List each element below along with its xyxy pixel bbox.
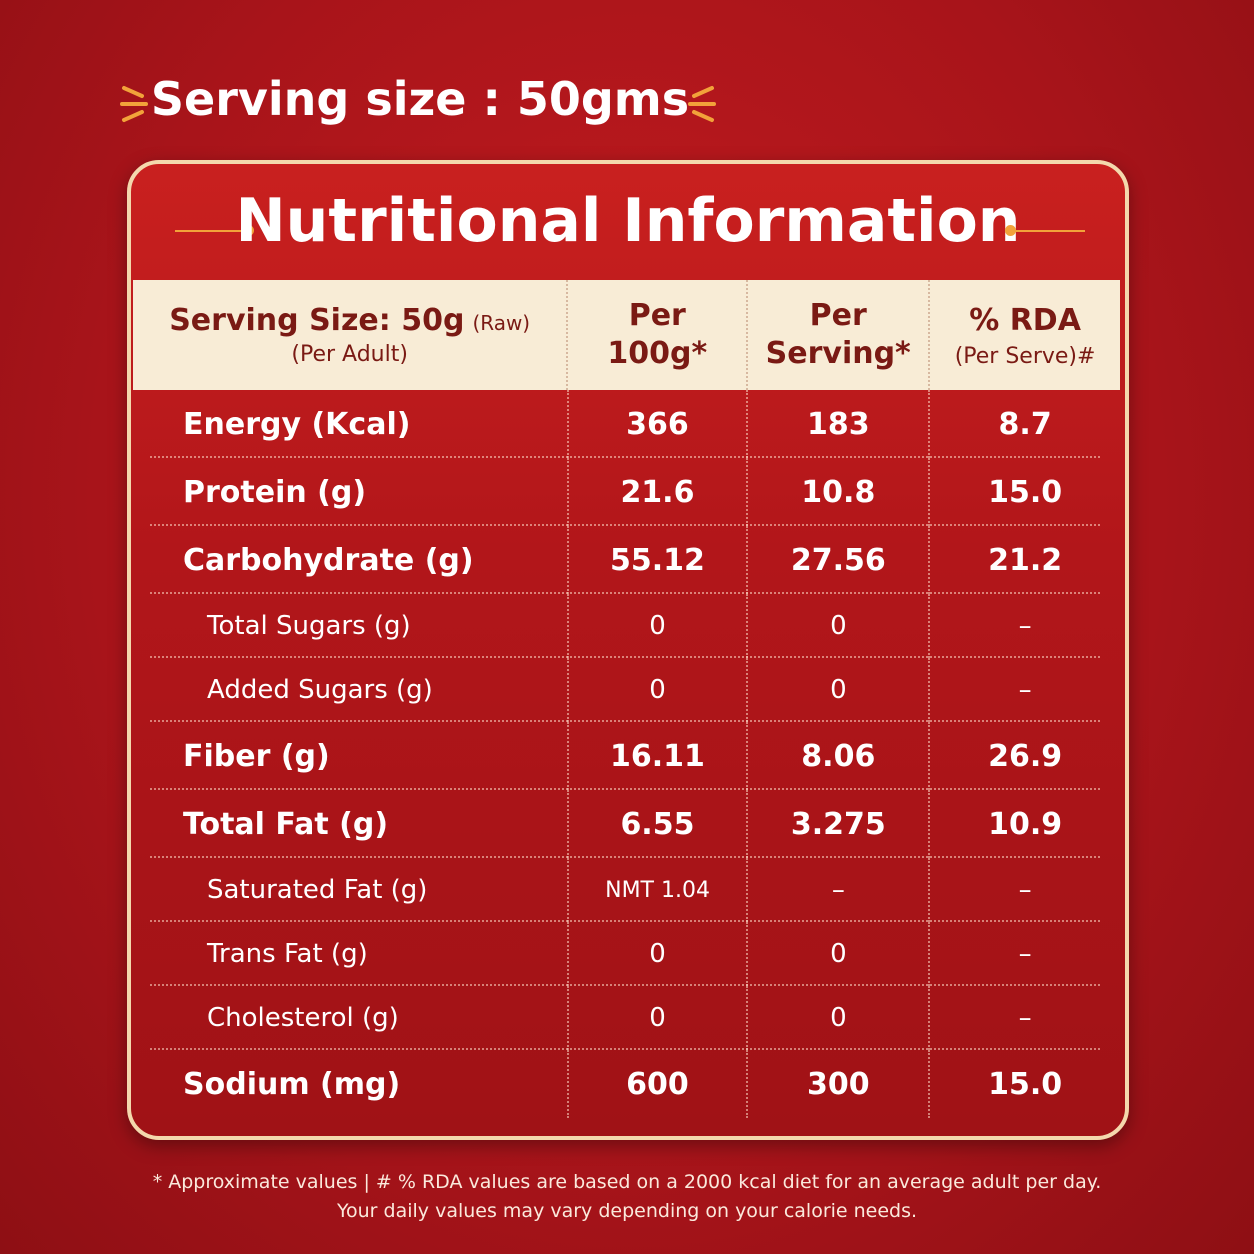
sparkle-left bbox=[120, 86, 148, 122]
header-line: % RDA bbox=[969, 302, 1081, 338]
table-cell: – bbox=[928, 858, 1120, 922]
footnote: * Approximate values | # % RDA values ar… bbox=[0, 1168, 1254, 1226]
footnote-line: * Approximate values | # % RDA values ar… bbox=[152, 1171, 1102, 1193]
header-line: Per bbox=[809, 298, 867, 333]
table-cell: 8.06 bbox=[746, 722, 928, 790]
header-line: Per bbox=[628, 298, 686, 333]
table-cell: Added Sugars (g) bbox=[207, 675, 433, 705]
table-cell: 0 bbox=[566, 922, 747, 986]
table-row: Protein (g) 21.6 10.8 15.0 bbox=[133, 458, 1120, 526]
table-row: Saturated Fat (g) NMT 1.04– – bbox=[133, 858, 1120, 922]
table-cell: 21.2 bbox=[928, 526, 1120, 594]
table-row: Carbohydrate (g) 55.12 27.56 21.2 bbox=[133, 526, 1120, 594]
table-cell: 300 bbox=[746, 1050, 928, 1118]
table-cell: – bbox=[928, 594, 1120, 658]
table-cell: 27.56 bbox=[746, 526, 928, 594]
table-cell: – bbox=[928, 922, 1120, 986]
table-cell: 55.12 bbox=[566, 526, 747, 594]
nutrition-table: Serving Size: 50g (Raw) (Per Adult) Per 100g… bbox=[133, 280, 1120, 1118]
table-cell: Total Sugars (g) bbox=[207, 611, 411, 641]
table-cell: 16.11 bbox=[566, 722, 747, 790]
header-note: (Raw) bbox=[472, 311, 531, 335]
table-cell: 3.275 bbox=[746, 790, 928, 858]
header-cell: Serving Size: 50g (Raw) (Per Adult) bbox=[133, 280, 566, 390]
header-line: Serving Size: 50g (Raw) bbox=[169, 303, 530, 338]
table-cell: – bbox=[746, 858, 928, 922]
header-cell: Per Serving* bbox=[746, 280, 928, 390]
table-cell: 183 bbox=[746, 390, 928, 458]
serving-title: Serving size : 50gms bbox=[150, 72, 690, 126]
table-cell: 0 bbox=[746, 986, 928, 1050]
table-cell: Trans Fat (g) bbox=[207, 939, 368, 969]
table-row: Sodium (mg) 600 300 15.0 bbox=[133, 1050, 1120, 1118]
table-cell: – bbox=[928, 986, 1120, 1050]
panel-title: Nutritional Information bbox=[235, 186, 1021, 256]
table-cell: 15.0 bbox=[928, 1050, 1120, 1118]
table-cell: 6.55 bbox=[566, 790, 747, 858]
table-cell: 0 bbox=[566, 986, 747, 1050]
table-cell: Energy (Kcal) bbox=[183, 406, 411, 442]
decor-dot bbox=[243, 225, 254, 236]
header-sub: (Per Adult) bbox=[291, 342, 408, 367]
decor-line bbox=[175, 230, 247, 232]
header-row: Serving Size: 50g (Raw) (Per Adult) Per 100g… bbox=[133, 280, 1120, 390]
table-cell: Carbohydrate (g) bbox=[183, 542, 474, 578]
table-cell: Total Fat (g) bbox=[183, 806, 389, 842]
table-cell: 600 bbox=[566, 1050, 747, 1118]
table-cell: 0 bbox=[746, 658, 928, 722]
table-cell: Sodium (mg) bbox=[183, 1066, 401, 1102]
table-cell: NMT 1.04 bbox=[566, 858, 747, 922]
table-cell: 15.0 bbox=[928, 458, 1120, 526]
table-row: Energy (Kcal) 366 183 8.7 bbox=[133, 390, 1120, 458]
header-label: Serving Size: 50g bbox=[169, 303, 465, 338]
table-cell: 26.9 bbox=[928, 722, 1120, 790]
table-cell: 10.9 bbox=[928, 790, 1120, 858]
table-cell: 0 bbox=[746, 922, 928, 986]
table-cell: 10.8 bbox=[746, 458, 928, 526]
header-line: 100g* bbox=[607, 336, 708, 371]
table-cell: Protein (g) bbox=[183, 474, 367, 510]
table-cell: Fiber (g) bbox=[183, 738, 330, 774]
header-cell: Per 100g* bbox=[566, 280, 746, 390]
table-row: Total Fat (g) 6.55 3.275 10.9 bbox=[133, 790, 1120, 858]
footnote-line: Your daily values may vary depending on … bbox=[336, 1200, 918, 1222]
table-cell: 366 bbox=[566, 390, 747, 458]
header-cell: % RDA (Per Serve)# bbox=[928, 280, 1120, 390]
table-cell: 8.7 bbox=[928, 390, 1120, 458]
table-row: Trans Fat (g) 0 0– bbox=[133, 922, 1120, 986]
header-line: Serving* bbox=[765, 336, 911, 371]
table-cell: 21.6 bbox=[566, 458, 747, 526]
decor-dot bbox=[1005, 225, 1016, 236]
table-cell: Saturated Fat (g) bbox=[207, 875, 428, 905]
table-row: Fiber (g) 16.11 8.06 26.9 bbox=[133, 722, 1120, 790]
table-cell: 0 bbox=[566, 658, 747, 722]
header-line: (Per Serve)# bbox=[954, 343, 1096, 369]
table-cell: 0 bbox=[746, 594, 928, 658]
table-cell: Cholesterol (g) bbox=[207, 1003, 399, 1033]
table-cell: 0 bbox=[566, 594, 747, 658]
sparkle-right bbox=[688, 86, 716, 122]
table-cell: – bbox=[928, 658, 1120, 722]
table-row: Cholesterol (g) 0 0– bbox=[133, 986, 1120, 1050]
panel: Nutritional Information Serving Size: 50… bbox=[127, 160, 1129, 1140]
table-row: Added Sugars (g) 0 0– bbox=[133, 658, 1120, 722]
decor-line bbox=[1013, 230, 1085, 232]
table-row: Total Sugars (g) 0 0– bbox=[133, 594, 1120, 658]
